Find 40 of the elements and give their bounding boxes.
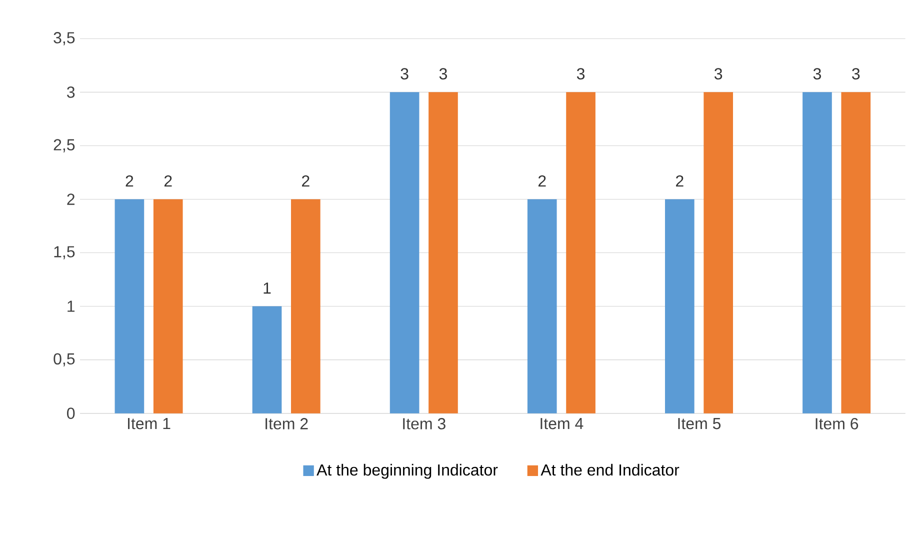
x-tick-label: Item 4 — [540, 418, 584, 430]
bar — [153, 199, 183, 414]
bar — [390, 92, 420, 414]
y-tick-label: 0,5 — [54, 353, 75, 366]
y-tick-label: 1 — [68, 300, 75, 312]
bar — [291, 199, 320, 414]
y-tick-label: 3,5 — [54, 32, 75, 46]
x-tick-label: Item 5 — [678, 418, 721, 430]
bar — [841, 92, 871, 414]
y-tick-label: 2,5 — [54, 139, 75, 152]
bar — [527, 199, 557, 414]
data-label: 2 — [538, 175, 546, 187]
data-label: 2 — [164, 175, 172, 187]
bar — [566, 92, 596, 414]
data-label: 3 — [439, 68, 447, 80]
x-tick-label: Item 2 — [266, 418, 308, 430]
data-label: 3 — [400, 68, 408, 80]
data-label: 3 — [714, 68, 722, 80]
bar — [114, 199, 144, 414]
data-label: 3 — [813, 68, 821, 80]
data-label: 3 — [852, 68, 860, 80]
data-label: 2 — [126, 175, 134, 187]
data-label: 3 — [576, 68, 585, 80]
legend-label: At the beginning Indicator — [316, 464, 498, 479]
bar — [802, 92, 832, 414]
data-label: 2 — [676, 175, 684, 187]
x-tick-label: Item 1 — [128, 418, 170, 430]
data-label: 2 — [302, 175, 310, 187]
bar — [428, 92, 458, 414]
data-label: 1 — [264, 282, 271, 294]
x-tick-label: Item 6 — [816, 418, 858, 430]
y-tick-label: 2 — [67, 194, 74, 205]
legend-label: At the end Indicator — [540, 464, 680, 476]
y-tick-label: 3 — [67, 86, 75, 98]
bar — [665, 199, 694, 414]
y-tick-label: 1,5 — [54, 246, 75, 260]
x-tick-label: Item 3 — [403, 418, 446, 430]
y-tick-label: 0 — [67, 408, 75, 419]
bar — [704, 92, 734, 414]
bar — [252, 306, 282, 414]
